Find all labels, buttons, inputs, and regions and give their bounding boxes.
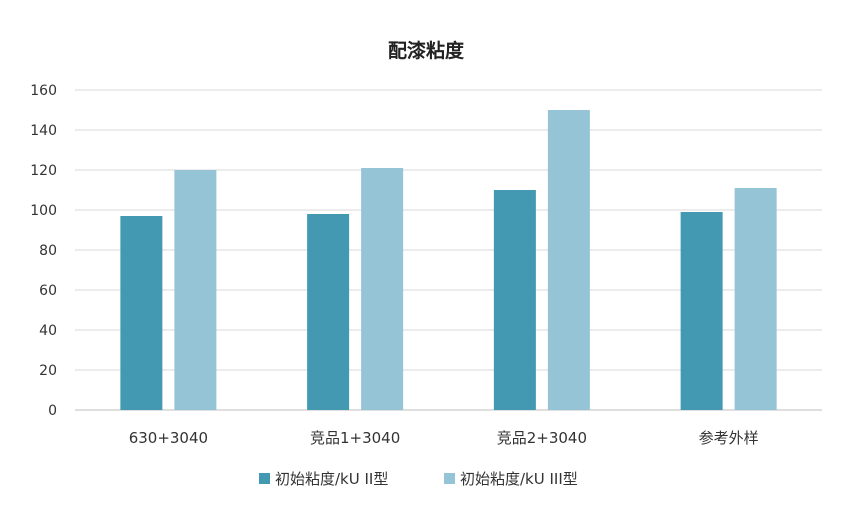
legend: 初始粘度/kU II型 初始粘度/kU III型: [259, 470, 578, 488]
y-tick-label: 120: [30, 163, 57, 179]
y-tick-label: 160: [30, 83, 57, 99]
x-tick-label: 竞品1+3040: [310, 429, 400, 447]
bar: [120, 216, 163, 410]
bar: [734, 188, 777, 410]
chart-title: 配漆粘度: [388, 39, 465, 62]
x-tick-label: 参考外样: [699, 429, 759, 447]
legend-swatch: [444, 473, 455, 484]
x-tick-label: 竞品2+3040: [497, 429, 587, 447]
y-tick-labels: 0 20 40 60 80 100 120 140 160: [30, 83, 57, 419]
y-tick-label: 100: [30, 203, 57, 219]
y-tick-label: 0: [48, 403, 57, 419]
x-tick-label: 630+3040: [129, 429, 208, 447]
y-tick-label: 140: [30, 123, 57, 139]
legend-swatch: [259, 473, 270, 484]
bar: [547, 110, 590, 410]
legend-label: 初始粘度/kU II型: [275, 470, 388, 488]
x-tick-labels: 630+3040 竞品1+3040 竞品2+3040 参考外样: [129, 429, 759, 447]
y-tick-label: 20: [39, 363, 57, 379]
y-tick-label: 60: [39, 283, 57, 299]
bar: [680, 212, 723, 410]
bar: [307, 214, 350, 410]
legend-label: 初始粘度/kU III型: [460, 470, 578, 488]
y-tick-label: 40: [39, 323, 57, 339]
bar: [174, 170, 217, 410]
bars: [120, 110, 777, 410]
bar: [493, 190, 536, 410]
y-tick-label: 80: [39, 243, 57, 259]
bar: [361, 168, 404, 410]
